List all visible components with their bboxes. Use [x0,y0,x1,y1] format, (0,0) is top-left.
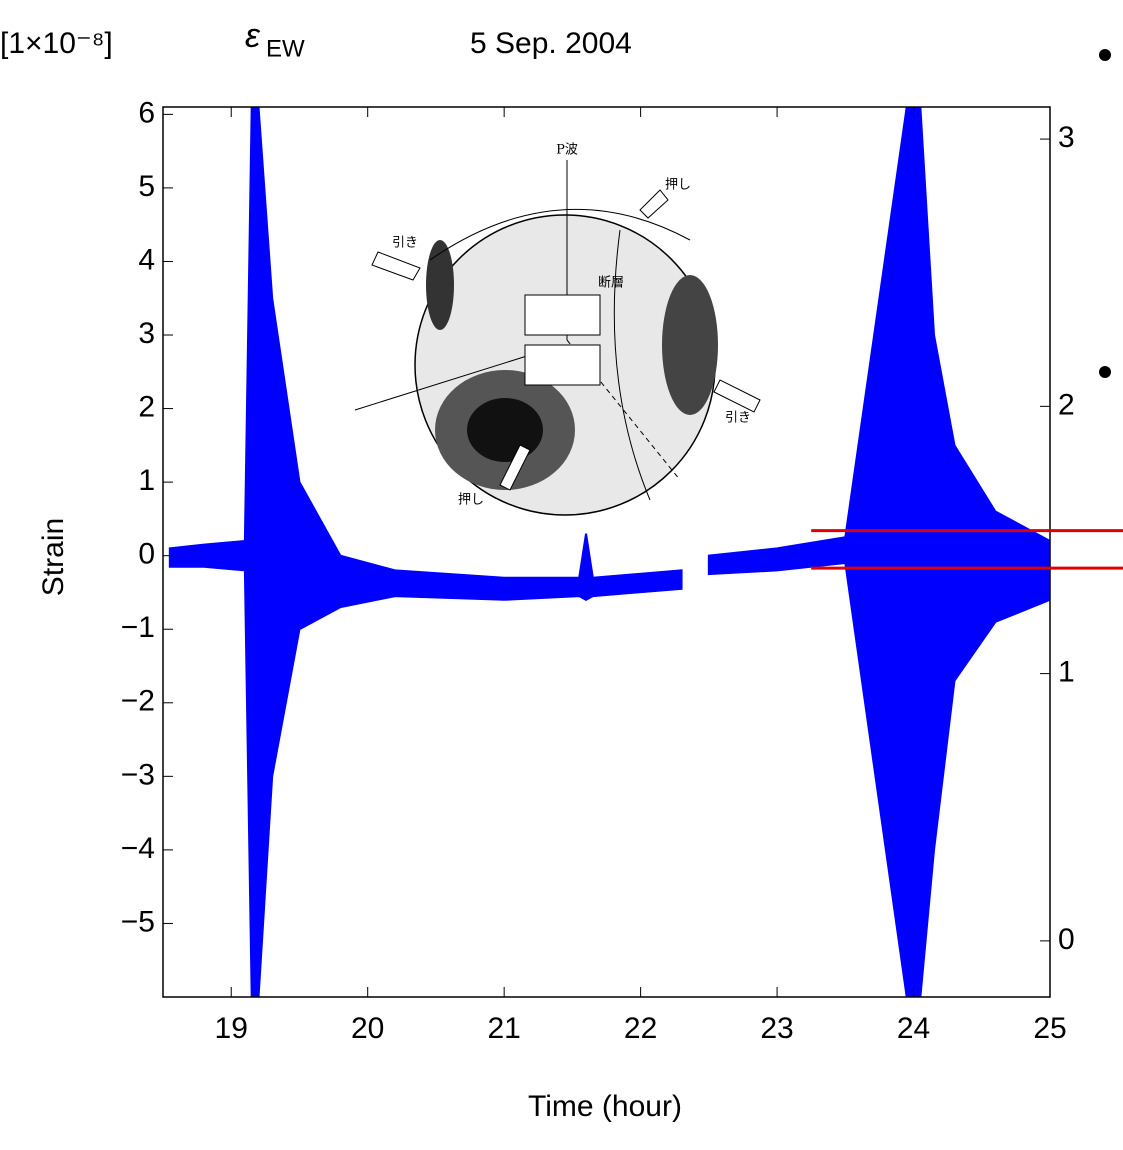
x-label: Time (hour) [528,1090,682,1123]
y2-tick-label: 0 [1058,923,1075,956]
x-tick-label: 24 [897,1012,930,1045]
y-tick-label: −4 [121,832,155,865]
arrow [499,444,531,491]
nodal-line [613,229,651,501]
symbol-sub: EW [266,35,305,62]
annotation: 押し [458,493,484,508]
y-tick-label: −5 [121,905,155,938]
y-tick-label: 4 [138,243,155,276]
fault-block [524,344,601,386]
y-tick-label: 1 [138,464,155,497]
bullet [1099,49,1111,61]
fault-block [524,294,601,336]
arrow [639,189,669,219]
annotation: 引き [392,236,418,251]
x-tick-label: 23 [760,1012,793,1045]
annotation: 引き [725,411,751,426]
shade [467,398,543,462]
y-tick-label: 6 [138,96,155,129]
arrow [713,379,761,413]
x-tick-label: 25 [1033,1012,1066,1045]
y2-tick-label: 3 [1058,121,1075,154]
y2-tick-label: 1 [1058,656,1075,689]
unit-label: [1×10⁻⁸] [0,27,113,60]
x-tick-label: 21 [487,1012,520,1045]
bullet [1099,366,1111,378]
y-tick-label: 0 [138,538,155,571]
y-tick-label: 2 [138,390,155,423]
annotation: P波 [556,143,578,158]
signal-band [168,107,683,997]
shade [662,275,718,415]
shade [426,240,454,330]
y-tick-label: −2 [121,685,155,718]
data-layer [168,107,1050,997]
y2-tick-label: 2 [1058,388,1075,421]
nodal-line [429,208,691,261]
signal-band [707,107,1050,997]
y-tick-label: 3 [138,317,155,350]
axis-line [354,354,531,411]
chart-title: 5 Sep. 2004 [470,27,632,60]
symbol: ε [245,17,261,55]
plot-frame [162,106,1051,998]
x-tick-label: 22 [624,1012,657,1045]
y-tick-label: −1 [121,611,155,644]
y-tick-label: 5 [138,170,155,203]
annotation: 押し [665,178,691,193]
annotation: 断層 [598,276,624,291]
x-tick-label: 20 [351,1012,384,1045]
x-tick-label: 19 [215,1012,248,1045]
focal-mechanism-inset: P波 押し 引き 断層 引き 押し [354,143,761,516]
y-label: Strain [37,518,70,596]
y-tick-label: −3 [121,758,155,791]
arrow [371,251,421,281]
